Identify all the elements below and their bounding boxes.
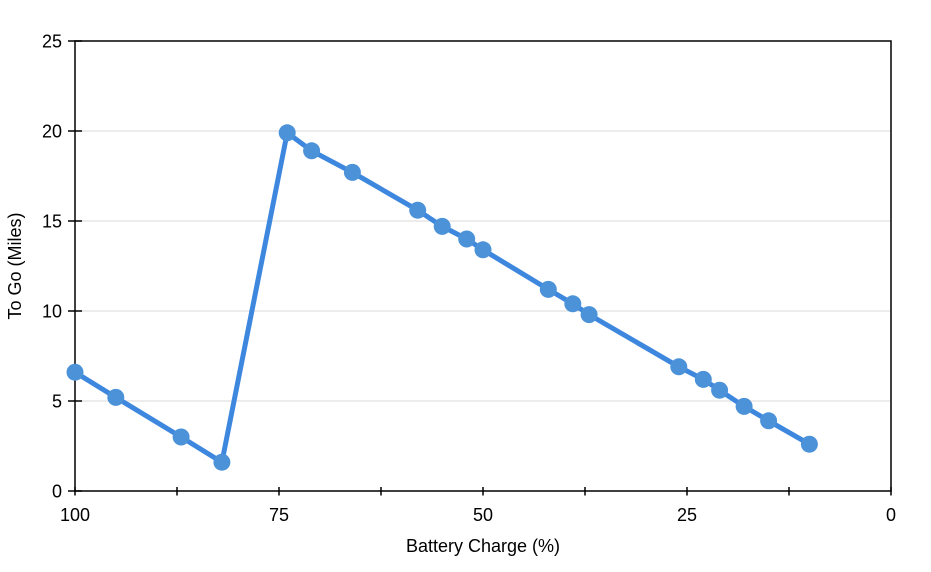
- data-point: [172, 428, 190, 446]
- data-point: [760, 412, 778, 430]
- x-tick-label: 25: [677, 505, 697, 525]
- data-point: [670, 358, 688, 376]
- series-line: [72, 130, 812, 465]
- data-point: [735, 397, 753, 415]
- y-tick-label: 10: [42, 302, 62, 322]
- x-tick-label: 75: [269, 505, 289, 525]
- x-tick-label: 0: [886, 505, 896, 525]
- data-point: [539, 280, 557, 298]
- y-tick-label: 20: [42, 122, 62, 142]
- data-point: [800, 435, 818, 453]
- data-point: [474, 241, 492, 259]
- gridlines: [75, 130, 891, 402]
- y-axis-title: To Go (Miles): [5, 212, 25, 319]
- axes-frame: [68, 40, 892, 496]
- x-tick-label: 100: [60, 505, 90, 525]
- y-tick-label: 0: [52, 482, 62, 502]
- data-point: [213, 453, 231, 471]
- tick-labels: 0 5 10 15 20 25 100 75 50 25 0: [42, 32, 896, 526]
- data-point: [107, 388, 125, 406]
- data-point: [711, 381, 729, 399]
- x-axis-title: Battery Charge (%): [406, 536, 560, 556]
- data-point: [433, 217, 451, 235]
- data-series: [66, 124, 818, 471]
- data-point: [458, 230, 476, 248]
- data-point: [694, 370, 712, 388]
- data-point: [278, 124, 296, 142]
- data-point: [66, 363, 84, 381]
- data-point: [580, 306, 598, 324]
- x-tick-label: 50: [473, 505, 493, 525]
- y-tick-label: 15: [42, 212, 62, 232]
- data-point: [303, 142, 321, 160]
- y-tick-label: 25: [42, 32, 62, 52]
- data-point: [564, 295, 582, 313]
- data-point: [409, 201, 427, 219]
- y-tick-label: 5: [52, 392, 62, 412]
- data-point: [343, 163, 361, 181]
